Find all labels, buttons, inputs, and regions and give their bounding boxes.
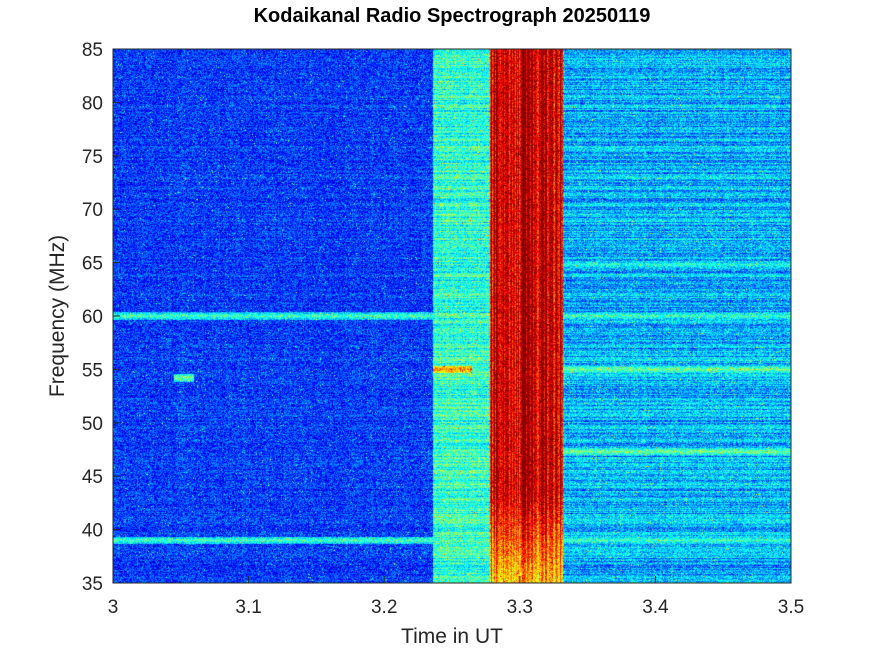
spectrogram-image [113, 49, 791, 583]
chart-title: Kodaikanal Radio Spectrograph 20250119 [254, 5, 651, 27]
y-tick-label: 40 [82, 521, 103, 542]
y-tick-label: 75 [82, 147, 103, 168]
x-tick-label: 3 [108, 597, 119, 618]
x-tick-label: 3.4 [642, 597, 669, 618]
x-tick-label: 3.3 [507, 597, 533, 618]
x-tick-label: 3.1 [235, 597, 261, 618]
y-tick-label: 35 [82, 574, 103, 595]
y-axis-label: Frequency (MHz) [46, 235, 69, 397]
x-tick-label: 3.5 [778, 597, 804, 618]
y-tick-label: 70 [82, 200, 103, 221]
y-tick-label: 80 [82, 93, 103, 114]
y-tick-label: 45 [82, 467, 103, 488]
y-tick-label: 60 [82, 307, 103, 328]
y-tick-label: 65 [82, 254, 103, 275]
x-axis-label: Time in UT [401, 625, 503, 648]
y-tick-label: 55 [82, 360, 103, 381]
spectrogram-image-container [113, 49, 791, 583]
x-axis: 3 3.1 3.2 3.3 3.4 3.5 [108, 576, 804, 618]
y-tick-label: 85 [82, 40, 103, 61]
y-axis: 35 40 45 50 55 60 65 70 75 80 85 [82, 40, 120, 595]
y-tick-label: 50 [82, 414, 103, 435]
x-tick-label: 3.2 [371, 597, 397, 618]
